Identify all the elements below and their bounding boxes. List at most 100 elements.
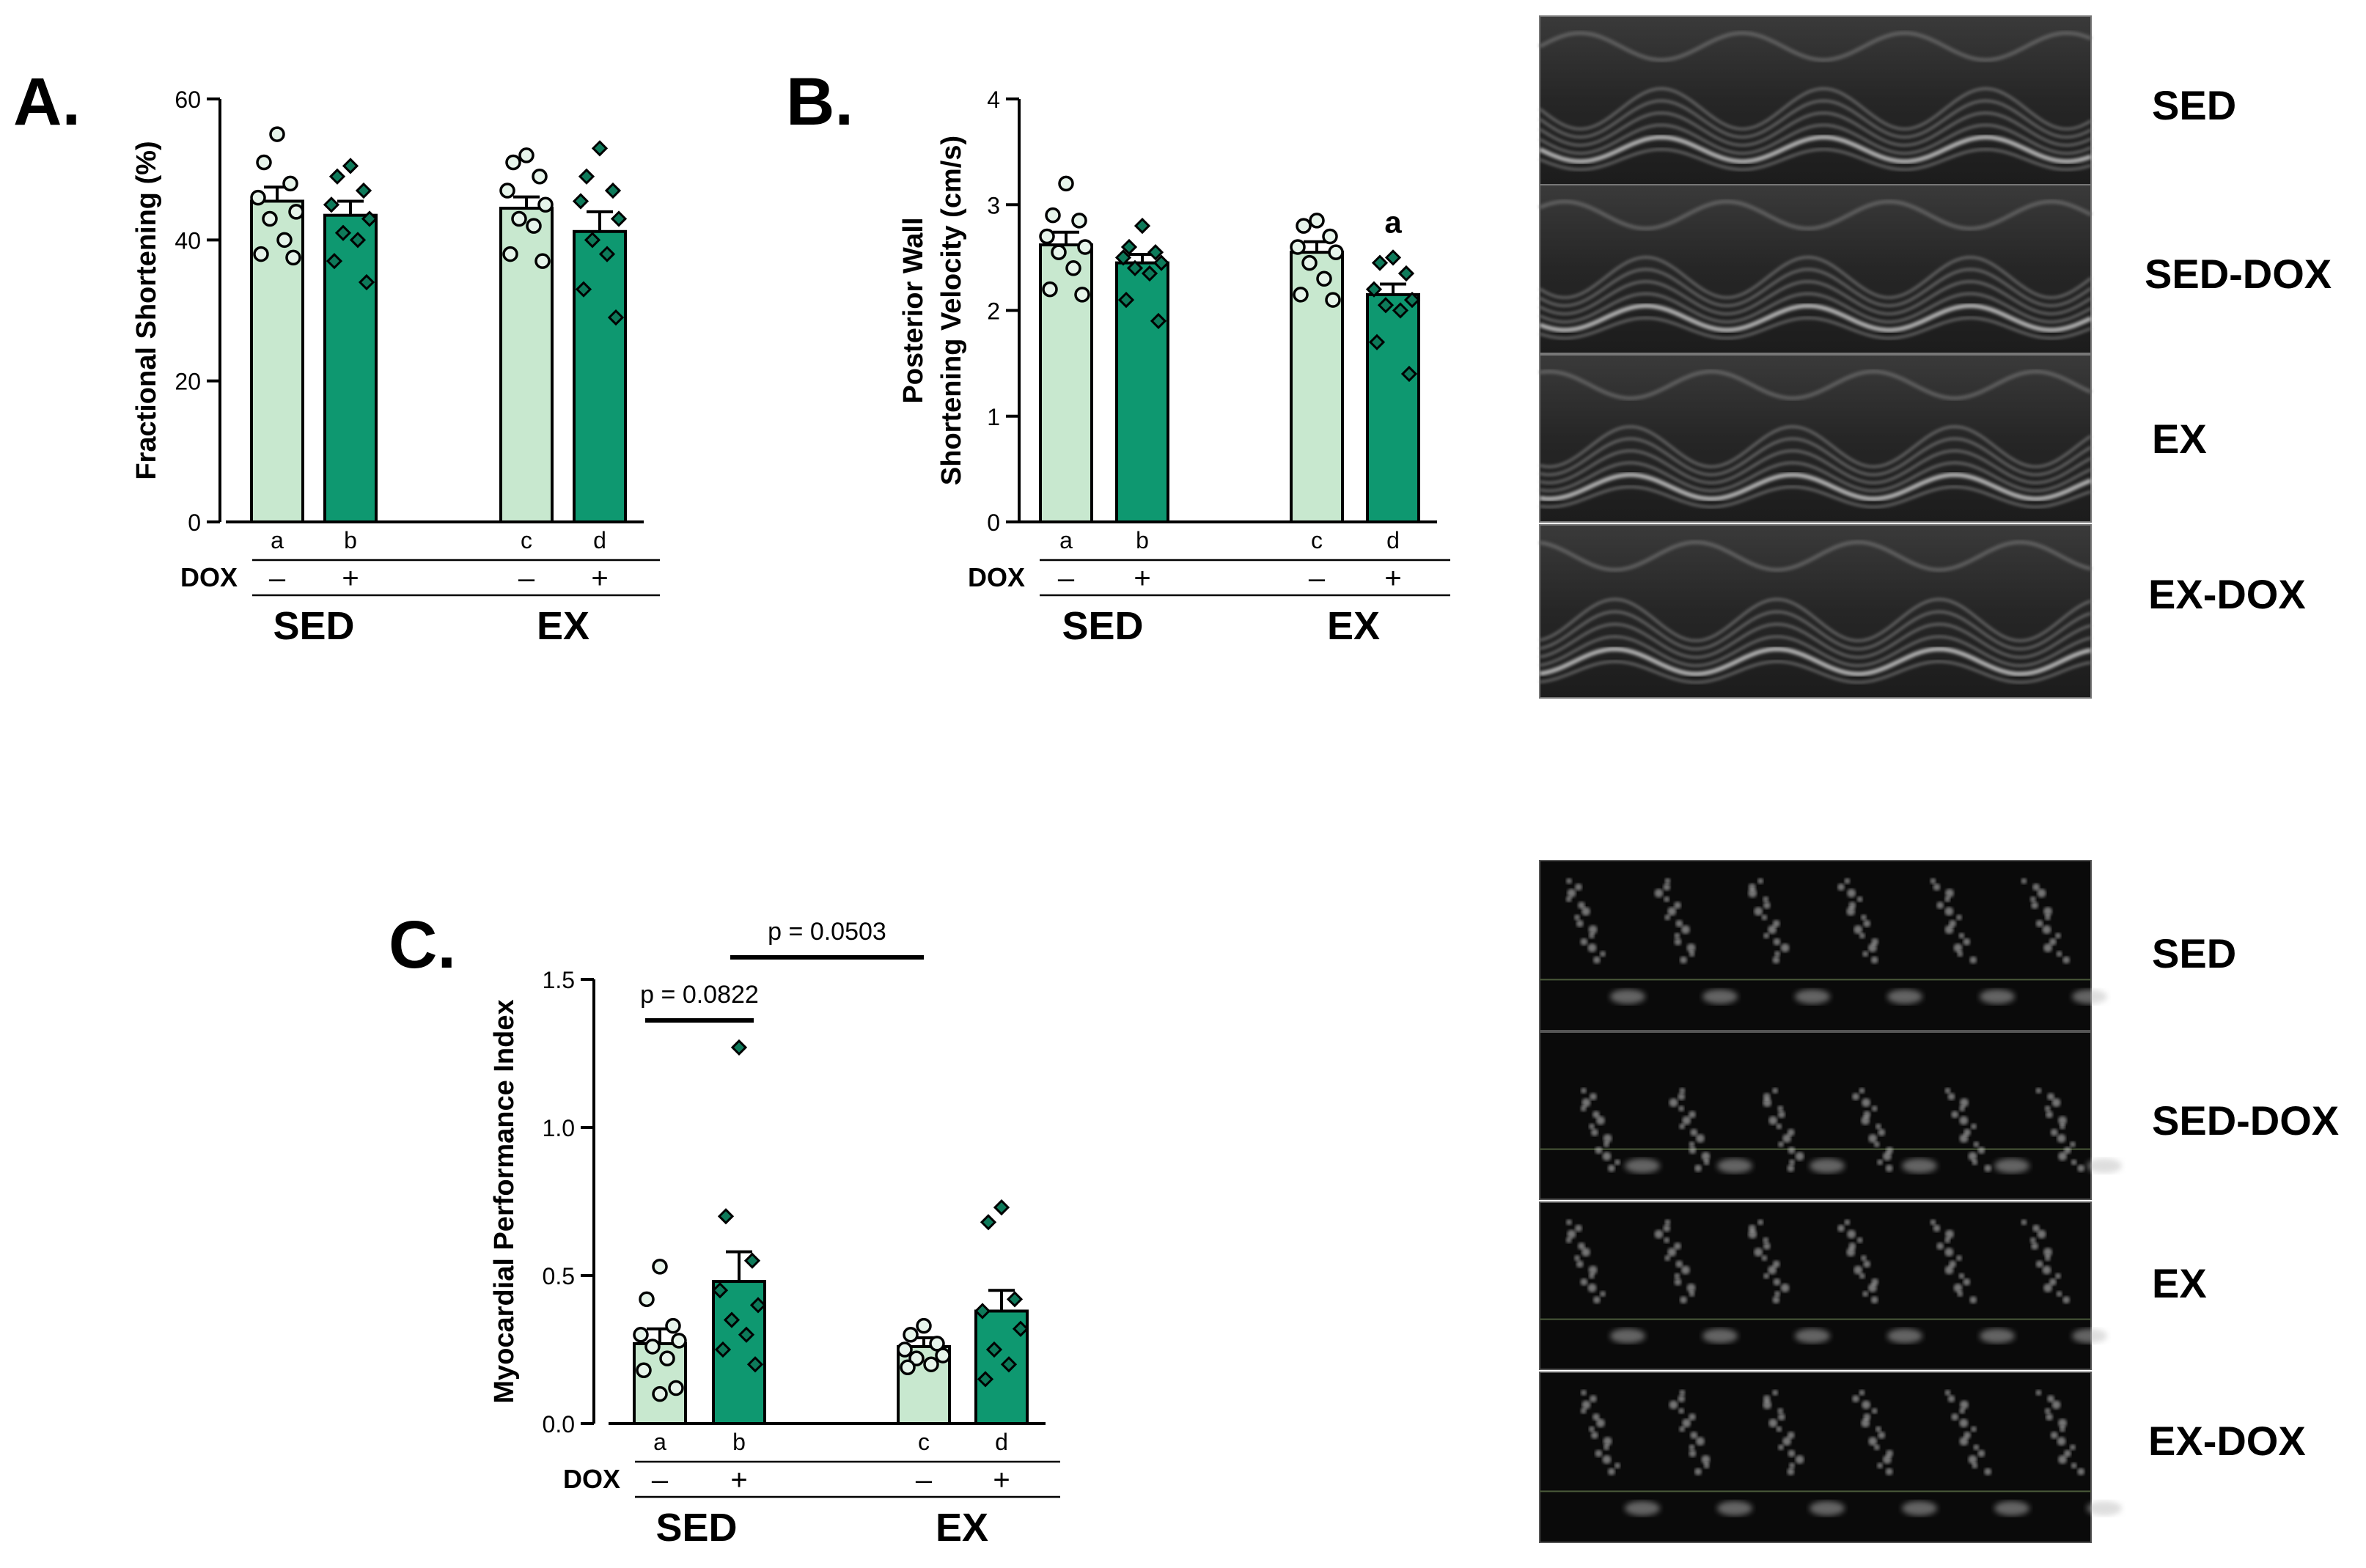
m-mode-wall-band [1539,485,2092,509]
group-label-ex: EX [936,1506,988,1550]
doppler-signal [2044,1105,2051,1112]
doppler-signal [2058,1418,2068,1428]
doppler-signal [1754,907,1763,916]
doppler-signal [1576,919,1584,927]
dox-label: DOX [968,562,1025,592]
y-tick-label: 0 [188,509,201,536]
doppler-signal [1930,1219,1936,1226]
y-tick-label: 0.0 [543,1411,575,1438]
doppler-signal [2029,1237,2036,1243]
data-point [1377,297,1395,314]
data-point [1051,244,1067,260]
doppler-signal [1768,1418,1778,1428]
doppler-signal [1789,1159,1796,1166]
category-label-d: d [1386,527,1400,553]
significance-label: a [1384,205,1402,239]
doppler-signal [1695,1133,1705,1143]
doppler-signal [1875,1123,1881,1130]
doppler-signal [1592,1413,1600,1421]
doppler-signal [1810,1501,1845,1516]
doppler-signal [1664,914,1671,921]
data-point [342,158,359,174]
doppler-signal [1763,1400,1772,1410]
y-tick-label: 2 [987,298,1000,325]
data-point [505,154,521,171]
doppler-signal [1772,1296,1780,1304]
doppler-signal [1984,1468,1992,1476]
doppler-signal [1587,1283,1597,1292]
doppler-signal [1951,1111,1959,1119]
data-point [935,1347,951,1363]
m-mode-wall-band [1539,461,2092,493]
doppler-signal [1701,1152,1711,1161]
doppler-signal [1963,1431,1972,1439]
mmode-label-ex-dox: EX-DOX [2148,571,2306,617]
doppler-signal [1871,1105,1878,1112]
doppler-signal [1674,938,1682,946]
doppler-signal [1977,1449,1985,1457]
data-point [1147,244,1164,261]
doppler-signal [1777,1111,1785,1119]
doppler-signal [1761,1255,1768,1262]
doppler-signal [1959,1400,1969,1410]
p-value-label: p = 0.0503 [768,918,886,946]
doppler-signal [2059,1123,2065,1130]
doppler-signal [1963,1128,1972,1136]
mmode-label-ex: EX [2152,416,2207,462]
doppler-signal [1973,1141,1980,1148]
data-point [644,1339,661,1355]
doppler-signal [2056,1291,2062,1298]
doppler-signal [1679,1389,1686,1396]
doppler-signal [1837,1224,1845,1232]
bar-d [1366,292,1420,523]
y-tick-label: 1.5 [543,967,575,993]
doppler-signal [1763,932,1770,939]
doppler-signal [2035,919,2043,927]
y-tick-label: 0 [987,509,1000,536]
y-tick-label: 0.5 [543,1263,575,1289]
data-point [598,246,616,262]
doppler-signal [2047,1092,2055,1100]
doppler-signal [1856,1237,1863,1243]
doppler-signal [2049,938,2057,946]
doppler-signal [1592,956,1601,964]
y-tick-label: 60 [174,87,201,113]
data-point [974,1303,991,1319]
doppler-signal [1782,1437,1792,1446]
doppler-signal [1944,1229,1954,1239]
data-point [903,1327,919,1343]
doppler-signal [1847,1229,1856,1239]
data-point [1328,244,1344,260]
group-label-ex: EX [537,604,589,648]
data-point [916,1317,932,1334]
m-mode-wall-band [1539,635,2092,667]
doppler-labels: SED SED-DOX EX EX-DOX [2148,930,2339,1464]
doppler-signal [1754,1248,1763,1257]
doppler-signal [1859,932,1865,939]
doppler-signal [1664,1219,1671,1226]
m-mode-wall-band [1539,610,2092,650]
m-mode-wall-band [1539,425,2092,468]
doppler-signal [1777,1413,1785,1421]
doppler-signal [1944,1237,1951,1243]
doppler-signal [1844,1219,1851,1226]
doppler-signal [1702,1328,1738,1344]
doppler-signal [1576,1260,1584,1268]
doppler-signal [1867,1283,1877,1292]
m-mode-wall-band [1539,437,2092,476]
data-point [1012,1320,1029,1337]
dox-sign: – [652,1464,669,1496]
data-point [1006,1291,1024,1308]
data-point [1153,254,1170,271]
doppler-signal [1587,943,1597,952]
data-point [526,218,542,234]
doppler-signal [1944,888,1954,898]
doppler-signal [1580,1407,1587,1414]
doppler-signal [1763,1273,1770,1279]
doppler-signal [1678,1407,1685,1414]
group-label-sed: SED [655,1506,737,1550]
doppler-signal [1625,1158,1660,1174]
doppler-signal [1763,1098,1772,1108]
doppler-signal [1614,1159,1620,1166]
m-mode-labels: SED SED-DOX EX EX-DOX [2145,82,2332,617]
